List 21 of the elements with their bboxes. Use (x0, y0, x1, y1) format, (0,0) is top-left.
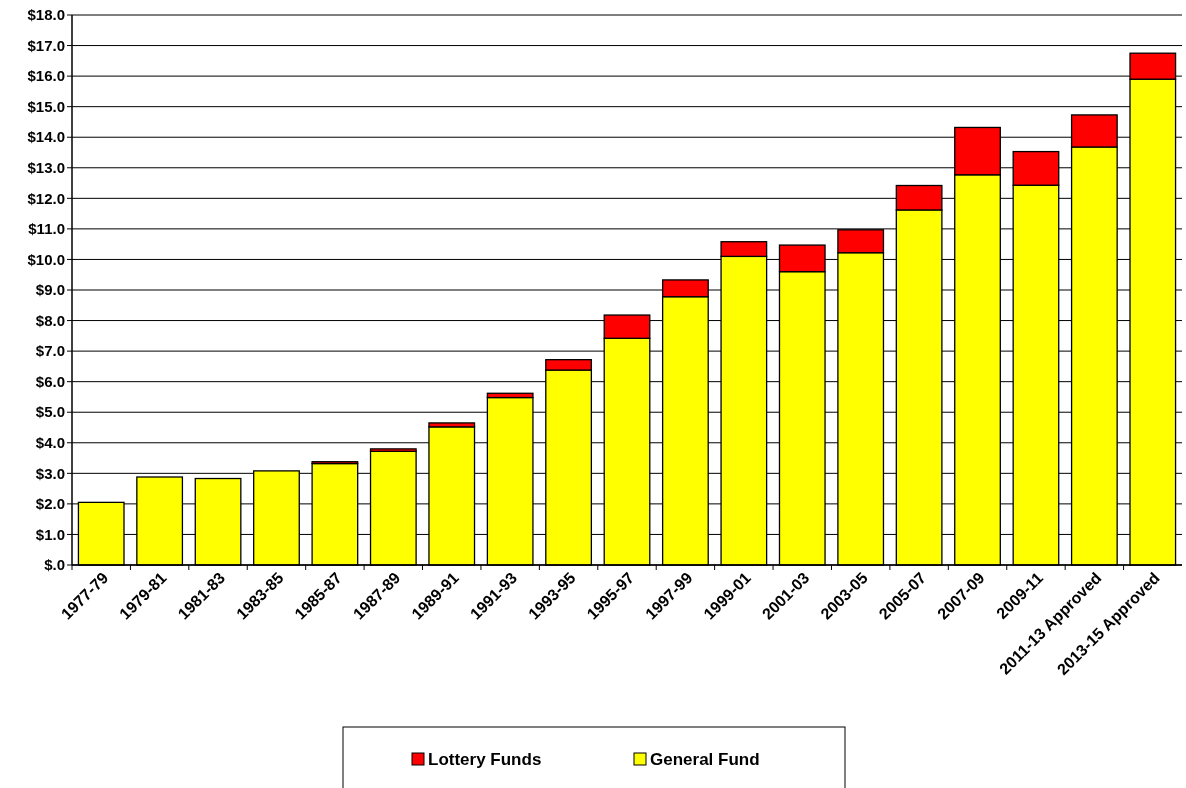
y-tick-label: $13.0 (27, 159, 65, 177)
y-tick-label: $10.0 (27, 250, 65, 268)
legend-label: Lottery Funds (428, 750, 542, 769)
y-tick-label: $5.0 (35, 403, 65, 421)
y-tick-label: $1.0 (35, 525, 65, 543)
y-tick-label: $7.0 (35, 342, 65, 360)
y-tick-label: $.0 (44, 556, 65, 574)
y-tick-label: $16.0 (27, 67, 65, 85)
y-tick-label: $2.0 (35, 495, 65, 513)
y-tick-label: $4.0 (35, 434, 65, 452)
y-tick-label: $8.0 (35, 311, 65, 329)
y-tick-label: $6.0 (35, 372, 65, 390)
y-tick-label: $9.0 (35, 281, 65, 299)
y-tick-label: $15.0 (27, 97, 65, 115)
y-tick-label: $17.0 (27, 36, 65, 54)
y-tick-label: $18.0 (27, 6, 65, 24)
y-tick-label: $3.0 (35, 464, 65, 482)
legend-label: General Fund (650, 750, 760, 769)
y-tick-label: $12.0 (27, 189, 65, 207)
y-tick-label: $11.0 (28, 220, 65, 238)
y-tick-label: $14.0 (27, 128, 65, 146)
